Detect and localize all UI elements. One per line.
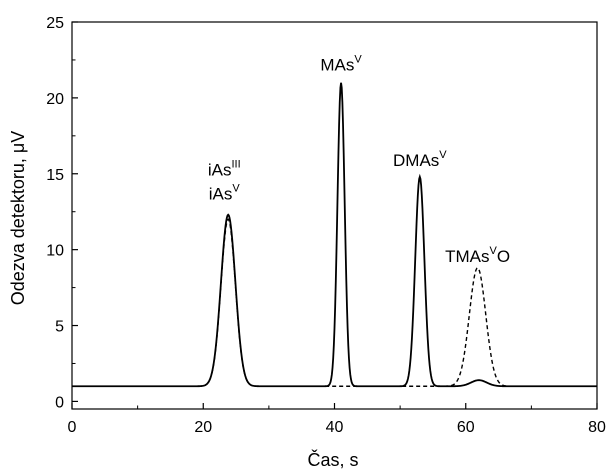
y-tick-label: 20 [46, 91, 64, 108]
peak-label: iAsIII [208, 158, 241, 179]
axis-ticks [71, 21, 598, 409]
x-tick-label: 60 [457, 419, 475, 436]
plot-frame [71, 21, 598, 410]
y-tick-label: 15 [46, 167, 64, 184]
peak-annotations: iAsIII iAsV MAsV DMAsV TMAsVO [208, 54, 510, 266]
peak-label: iAsV [209, 183, 241, 204]
x-tick-label: 20 [194, 419, 212, 436]
dashed-series-line [72, 218, 597, 387]
tick-labels: 0 20 40 60 80 0 5 10 15 20 25 [46, 15, 606, 436]
y-axis-label: Odezva detektoru, μV [8, 131, 28, 305]
series-lines [72, 82, 597, 388]
plot-border [71, 21, 598, 410]
x-tick-label: 40 [326, 419, 344, 436]
y-tick-label: 10 [46, 243, 64, 260]
peak-label: TMAsVO [445, 245, 510, 266]
x-tick-label: 0 [68, 419, 77, 436]
y-tick-label: 0 [55, 394, 64, 411]
y-tick-label: 25 [46, 15, 64, 32]
solid-series-line [72, 82, 597, 388]
y-tick-label: 5 [55, 319, 64, 336]
peak-label: MAsV [320, 54, 362, 75]
x-tick-label: 80 [588, 419, 606, 436]
x-axis-label: Čas, s [307, 449, 358, 470]
peak-label: DMAsV [393, 149, 447, 170]
